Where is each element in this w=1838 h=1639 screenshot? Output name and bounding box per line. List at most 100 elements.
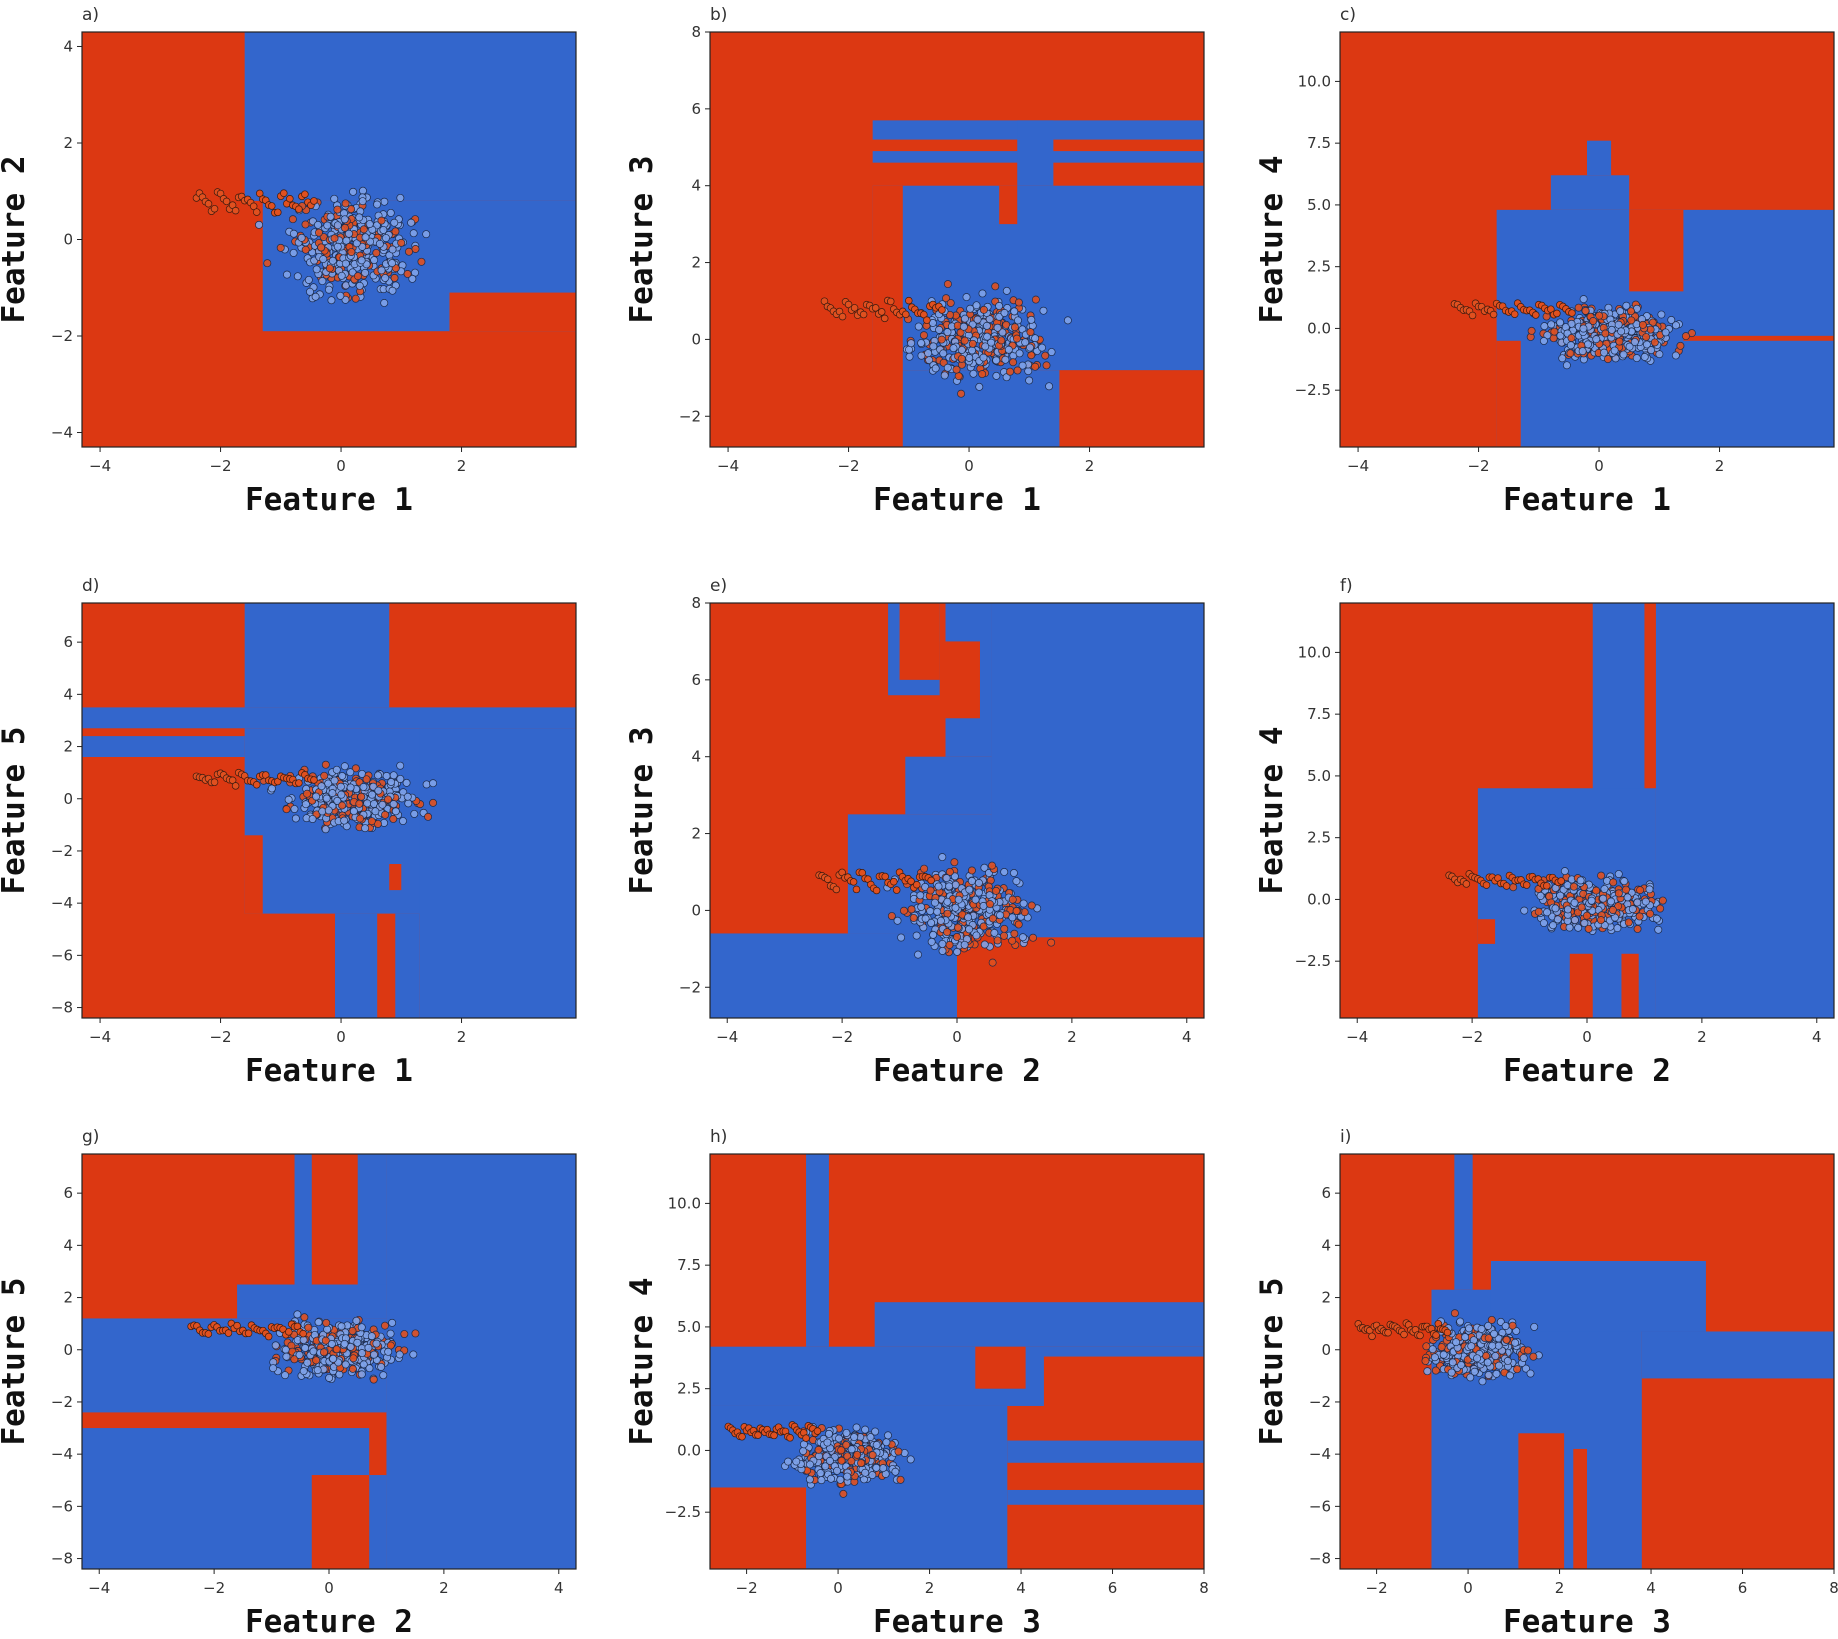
point-class-b [377,266,386,275]
point-class-b [349,807,358,816]
x-tick-label: 4 [1182,1028,1192,1046]
point-class-a [991,282,1000,291]
point-class-b [1008,913,1017,922]
point-class-a [1529,1352,1538,1361]
point-class-b [379,1371,388,1380]
point-class-b [1428,1345,1437,1354]
point-class-a [871,304,880,312]
point-class-b [936,916,945,925]
x-tick-label: −4 [716,1028,738,1046]
point-class-b [921,883,930,891]
point-class-b [1031,334,1040,343]
point-class-b [370,1350,378,1359]
point-class-b [379,225,388,234]
point-class-a [276,243,285,252]
point-class-b [879,1464,888,1473]
y-tick-label: −2.5 [1295,952,1331,970]
point-class-b [996,911,1005,920]
point-class-a [978,370,987,379]
point-class-a [881,872,889,881]
point-class-a [1509,883,1518,892]
point-class-a [210,778,219,786]
point-class-a [1522,881,1531,889]
point-class-a [1553,309,1561,318]
point-class-b [396,774,405,783]
point-class-b [949,344,958,353]
point-class-b [951,880,960,889]
point-class-b [992,356,1001,365]
point-class-b [861,1425,870,1434]
decision-region-4 [1683,335,1834,341]
point-class-b [409,229,418,238]
point-class-a [1422,1342,1431,1351]
y-tick-label: −2.5 [1295,381,1331,399]
decision-region-6 [999,185,1018,225]
y-tick-label: 2.5 [1307,829,1331,847]
plot-frame [709,1153,1205,1570]
x-axis-title: Feature 3 [873,1604,1041,1639]
point-class-a [802,1434,810,1442]
point-class-b [330,776,339,785]
point-class-b [934,882,943,891]
point-class-b [931,364,940,373]
scatter-points [1354,1309,1543,1386]
point-class-a [1642,333,1651,341]
point-class-a [824,875,832,883]
x-tick-label: −4 [89,1028,111,1046]
point-class-b [290,805,299,813]
point-class-b [998,328,1007,337]
y-tick-label: 5.0 [677,1318,701,1336]
point-class-a [1577,903,1586,912]
point-class-b [891,1467,900,1476]
point-class-a [285,1328,293,1336]
point-class-a [1008,895,1017,904]
plot-frame [1339,31,1835,448]
point-class-b [368,790,376,799]
point-class-a [887,912,896,920]
point-class-b [1519,1354,1528,1362]
point-class-b [872,1441,881,1449]
point-class-b [281,1371,290,1380]
point-class-b [1560,867,1569,876]
point-class-b [358,242,367,251]
point-class-b [816,1469,825,1478]
x-axis-title: Feature 1 [245,482,413,518]
point-class-b [1617,327,1626,336]
point-class-b [377,1362,386,1371]
decision-region-2 [449,292,576,332]
point-class-a [945,867,954,876]
point-class-b [1539,337,1548,345]
point-class-b [387,778,396,786]
point-class-b [1045,382,1054,391]
point-class-b [1038,343,1046,352]
point-class-a [1589,317,1598,325]
point-class-b [337,790,346,799]
point-class-a [400,1330,409,1338]
point-class-b [965,885,974,894]
panel-e: −4 −2 0 2 4 −2 0 2 4 6 8 e) Feature 2 Feature 3 [624,576,1205,1089]
point-class-b [403,792,412,801]
point-class-b [1530,1322,1539,1331]
point-class-b [1549,921,1557,930]
decision-region-3 [806,1154,829,1347]
y-tick-label: 4 [691,177,701,195]
point-class-b [422,780,431,789]
point-class-a [1624,918,1633,927]
point-class-a [1013,366,1022,375]
point-class-b [893,916,902,925]
point-class-b [926,907,935,916]
x-tick-label: 4 [1646,1579,1656,1597]
point-class-a [362,775,371,784]
point-class-b [965,353,974,362]
point-class-b [1623,893,1632,902]
x-tick-label: 2 [1085,457,1095,475]
x-tick-label: 0 [1463,1579,1473,1597]
point-class-b [341,1360,350,1369]
point-class-a [937,335,946,344]
point-class-a [1010,929,1019,938]
point-class-b [974,879,983,887]
point-class-a [351,294,360,303]
point-class-b [917,902,926,911]
point-class-b [924,349,933,358]
point-class-b [1567,319,1576,328]
